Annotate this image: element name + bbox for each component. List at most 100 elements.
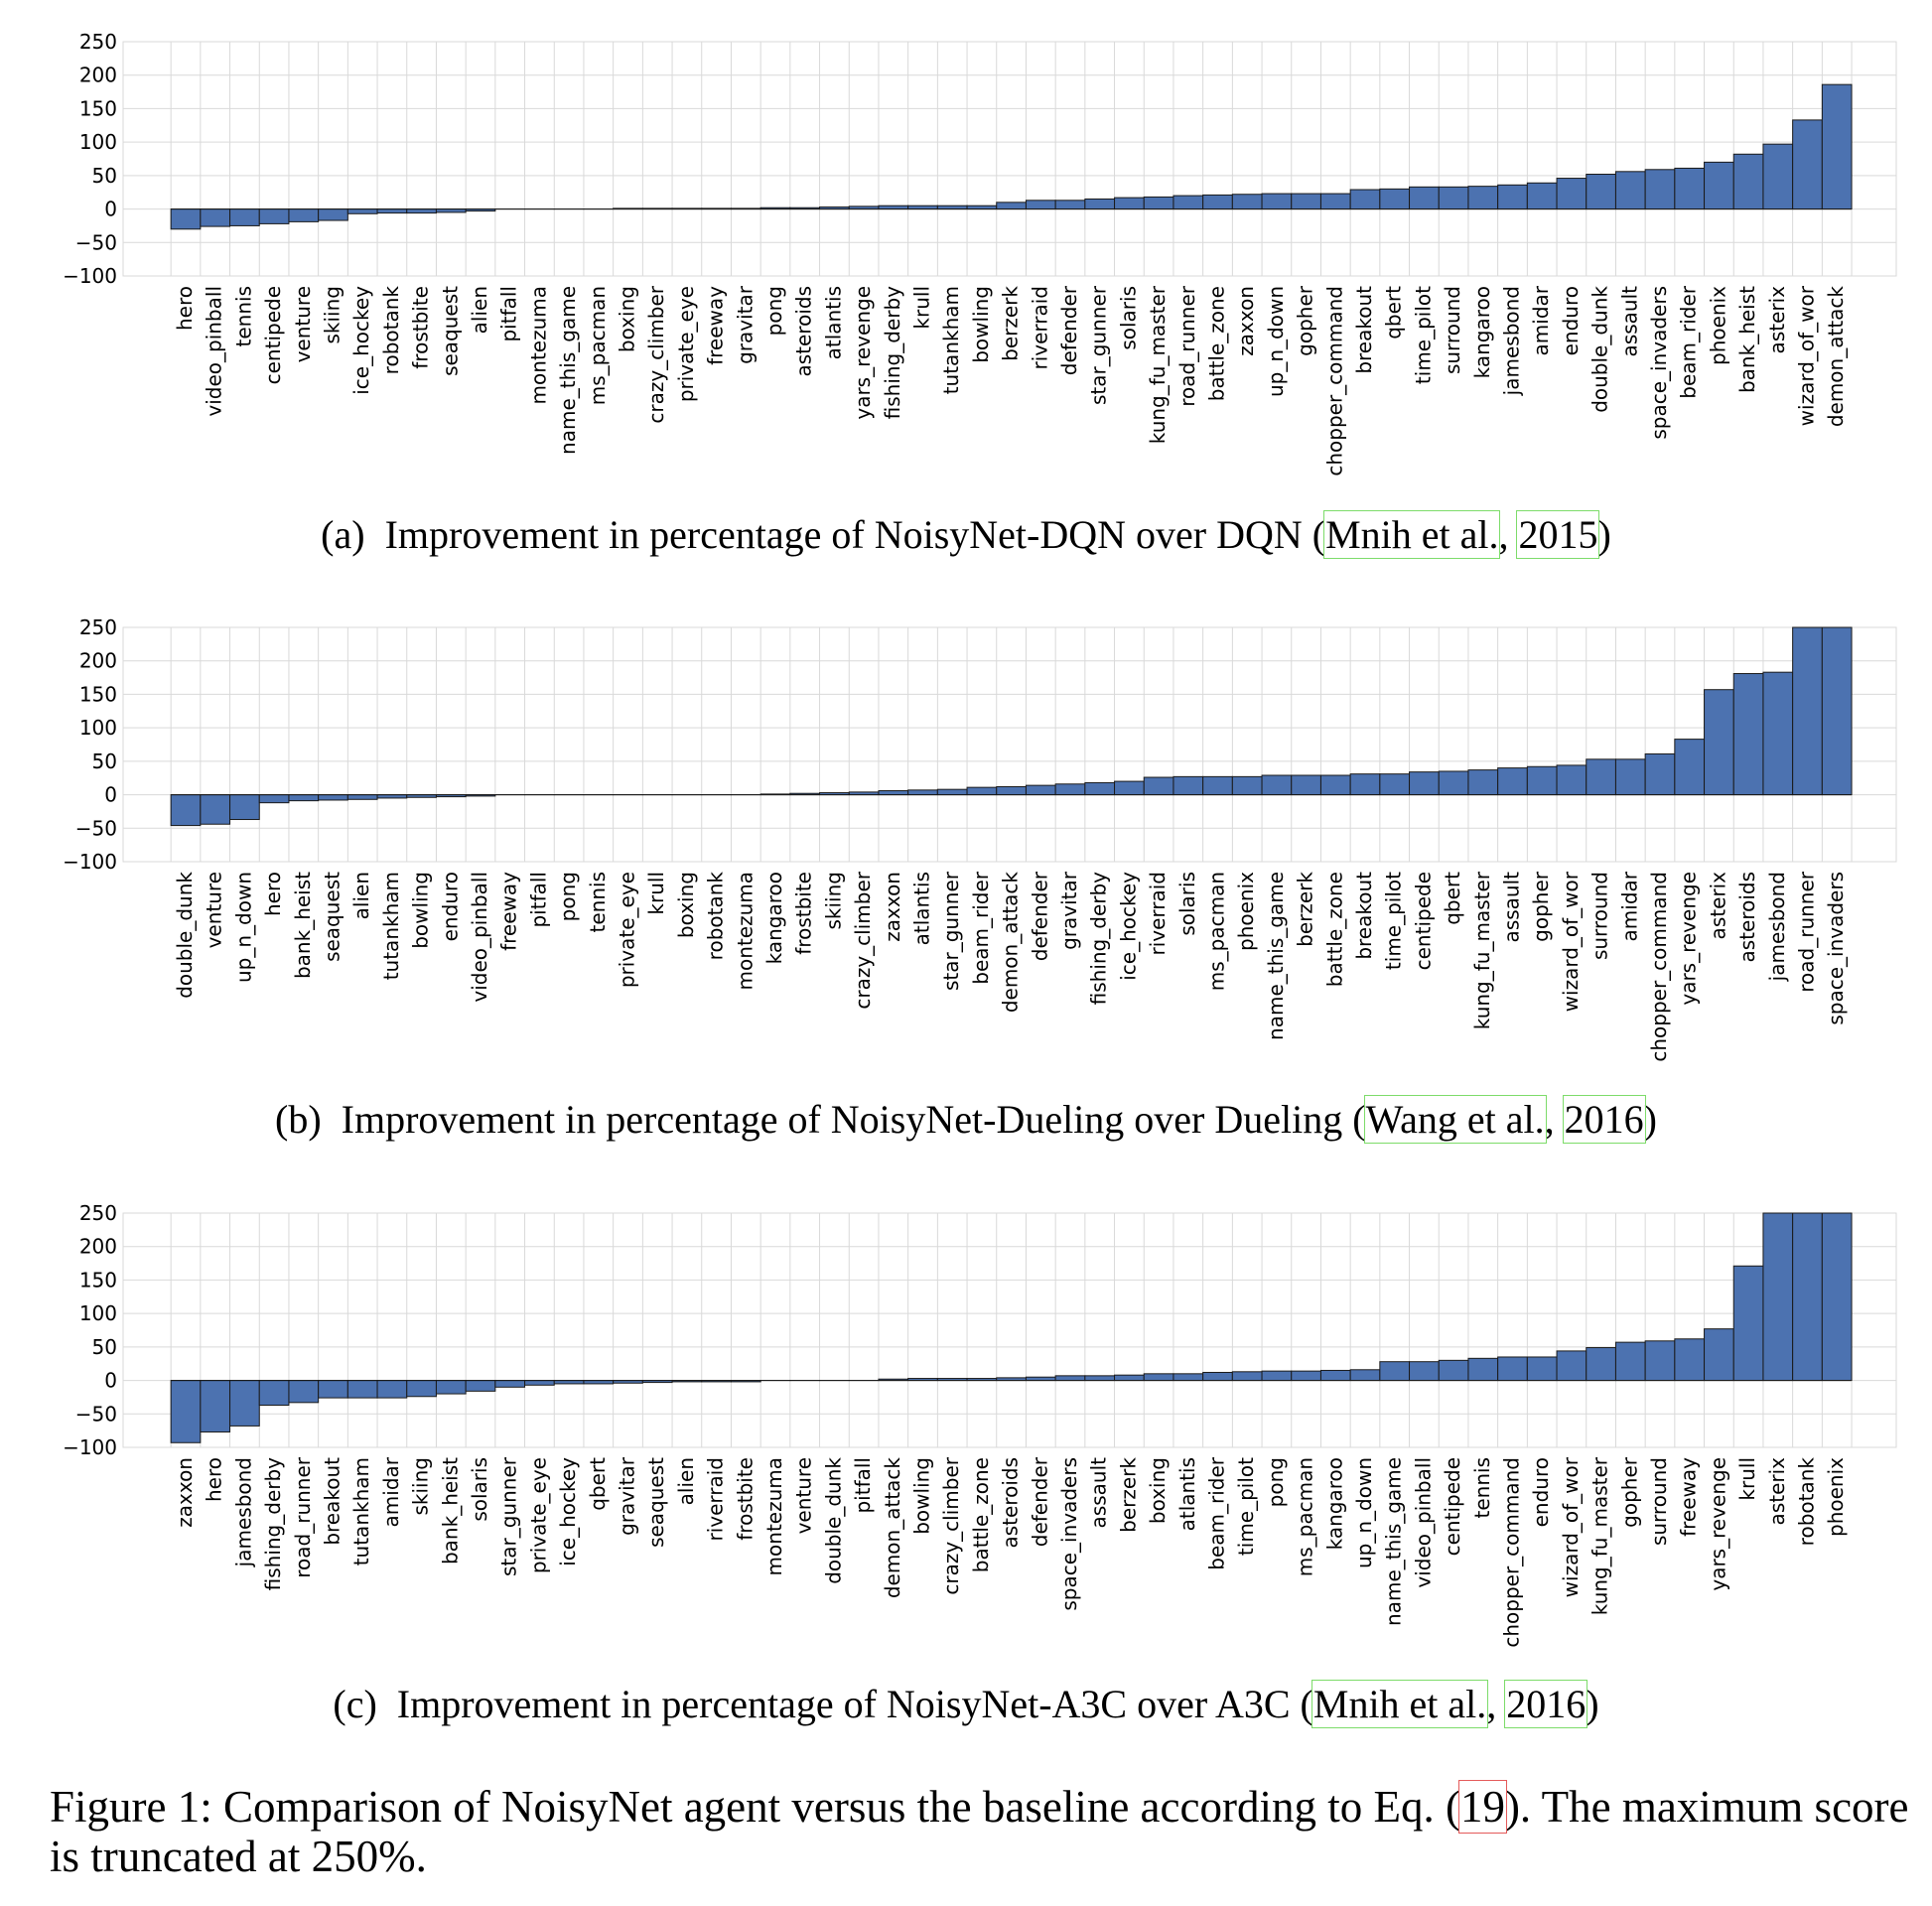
caption-c: (c) Improvement in percentage of NoisyNe… <box>0 1680 1932 1728</box>
x-tick-label: space_invaders <box>1647 286 1671 440</box>
bar <box>1173 1373 1204 1382</box>
x-tick-label: ice_hockey <box>349 286 373 395</box>
x-tick-label: zaxxon <box>1234 286 1258 356</box>
bar <box>907 789 938 796</box>
bar <box>1674 167 1706 210</box>
x-tick-label: riverraid <box>1028 286 1051 370</box>
caption-a: (a) Improvement in percentage of NoisyNe… <box>0 510 1932 559</box>
bar <box>1025 1376 1056 1382</box>
bar <box>1586 1347 1616 1382</box>
bar <box>318 1380 348 1399</box>
plot-frame <box>122 626 1897 863</box>
x-tick-label: surround <box>1647 1457 1671 1546</box>
bar <box>1586 174 1616 210</box>
bar <box>229 794 260 821</box>
x-tick-label: crazy_climber <box>939 1456 963 1594</box>
bar <box>1143 196 1174 210</box>
x-tick-label: wizard_of_wor <box>1559 1456 1583 1597</box>
y-tick-label: 250 <box>79 30 117 54</box>
bar <box>1497 1356 1528 1382</box>
x-tick-label: bank_heist <box>438 1457 462 1565</box>
bar <box>1467 1357 1499 1382</box>
x-tick-label: seaquest <box>644 1457 668 1548</box>
x-tick-label: gravitar <box>616 1456 639 1536</box>
x-tick-label: space_invaders <box>1824 872 1848 1025</box>
x-tick-label: road_runner <box>1795 871 1819 993</box>
chart-c: −100 −50 0 50 100 150 200 250 zaxxon hero jamesbon… <box>63 1201 1897 1648</box>
x-tick-label: star_gunner <box>939 871 963 991</box>
bar <box>1614 758 1646 796</box>
x-tick-label: kangaroo <box>1322 1457 1346 1550</box>
caption-a-cite-name[interactable]: Mnih et al. <box>1323 510 1501 559</box>
x-tick-label: up_n_down <box>1264 286 1288 397</box>
x-tick-label: berzerk <box>1294 872 1317 947</box>
bar <box>258 1380 290 1407</box>
x-tick-label: solaris <box>1175 872 1199 936</box>
x-tick-label: beam_rider <box>969 871 993 985</box>
y-tick-label: 0 <box>104 1369 117 1393</box>
y-tick-label: 0 <box>104 198 117 221</box>
x-tick-label: tennis <box>231 286 255 346</box>
x-tick-label: krull <box>644 872 668 915</box>
caption-c-cite-year[interactable]: 2016 <box>1504 1680 1588 1728</box>
x-tick-label: robotank <box>379 286 403 375</box>
x-tick-label: hero <box>261 872 285 916</box>
bar <box>1438 186 1469 210</box>
x-tick-label: enduro <box>1529 1457 1553 1527</box>
x-tick-label: tennis <box>586 872 610 932</box>
x-tick-label: time_pilot <box>1234 1457 1258 1556</box>
x-tick-label: assault <box>1500 872 1524 943</box>
x-tick-label: wizard_of_wor <box>1795 285 1819 426</box>
x-tick-label: chopper_command <box>1647 872 1671 1062</box>
figure-caption-eq-ref[interactable]: 19 <box>1457 1780 1507 1834</box>
x-tick-label: ms_pacman <box>1205 872 1229 991</box>
bar <box>1762 143 1794 210</box>
y-tick-label: 50 <box>92 164 117 188</box>
bar <box>288 1380 320 1404</box>
bar <box>288 794 320 802</box>
x-tick-label: jamesbond <box>1765 872 1789 982</box>
figure-caption-prefix: Figure 1: Comparison of NoisyNet agent v… <box>50 1782 1460 1832</box>
caption-a-cite-year[interactable]: 2015 <box>1516 510 1600 559</box>
x-tick-label: skiing <box>409 1457 433 1516</box>
x-tick-label: pong <box>762 286 786 336</box>
bar <box>966 786 998 796</box>
y-tick-label: −50 <box>75 230 117 254</box>
x-tick-label: kung_fu_master <box>1470 871 1494 1029</box>
x-tick-label: qbert <box>1382 286 1406 340</box>
bar <box>1674 739 1706 796</box>
bar <box>1054 1375 1086 1382</box>
bar <box>1526 182 1558 210</box>
bar <box>1821 83 1853 210</box>
caption-b-close: ) <box>1643 1097 1657 1142</box>
x-tick-label: freeway <box>704 286 728 365</box>
caption-b-comma: , <box>1544 1097 1565 1142</box>
caption-b-cite-name[interactable]: Wang et al. <box>1363 1095 1547 1144</box>
plot-frame <box>122 1212 1897 1448</box>
bar <box>996 202 1027 210</box>
x-tick-label: private_eye <box>526 1457 550 1573</box>
bar <box>1261 193 1293 210</box>
bar <box>1497 767 1528 796</box>
caption-c-cite-name[interactable]: Mnih et al. <box>1311 1680 1489 1728</box>
bar <box>1556 1350 1587 1382</box>
bar <box>1143 1373 1174 1382</box>
y-tick-label: 150 <box>79 682 117 706</box>
x-tick-label: asteroids <box>792 286 816 377</box>
x-tick-label: double_dunk <box>1588 286 1612 413</box>
x-tick-label: berzerk <box>999 286 1023 361</box>
x-tick-label: amidar <box>379 1456 403 1527</box>
x-tick-label: freeway <box>497 872 521 951</box>
x-tick-label: pong <box>1264 1457 1288 1507</box>
bar <box>1319 774 1351 796</box>
caption-b-cite-year[interactable]: 2016 <box>1562 1095 1646 1144</box>
y-tick-label: 250 <box>79 1201 117 1225</box>
bar <box>1054 783 1086 796</box>
x-tick-label: atlantis <box>1175 1457 1199 1531</box>
bar <box>1202 1371 1233 1382</box>
x-tick-label: beam_rider <box>1205 1456 1229 1570</box>
bar <box>936 204 968 210</box>
x-tick-label: kung_fu_master <box>1588 1456 1612 1615</box>
bar <box>1202 194 1233 210</box>
x-tick-label: pong <box>556 872 580 921</box>
